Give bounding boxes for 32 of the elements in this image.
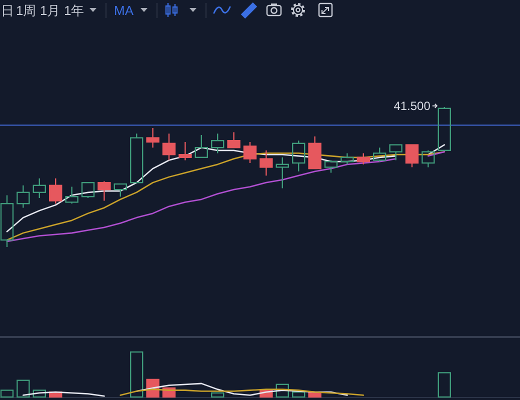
candlestick: [178, 141, 192, 161]
text: MA: [114, 3, 134, 18]
candlestick: [276, 156, 289, 189]
bar: [292, 391, 306, 398]
candlestick: [292, 140, 306, 172]
bar: [211, 392, 224, 398]
text: 1周: [16, 3, 36, 18]
candlestick: [162, 133, 176, 161]
annotation: 41.500: [394, 98, 431, 113]
candlestick: [16, 184, 30, 208]
text: 日: [1, 3, 14, 18]
candlestick: [0, 194, 14, 248]
candlestick: [227, 132, 240, 148]
bar: [130, 351, 144, 398]
text: 1年: [64, 3, 84, 18]
candlestick: [389, 144, 402, 161]
bar: [32, 390, 46, 398]
candlestick: [146, 127, 160, 148]
candlestick: [340, 152, 354, 165]
candlestick: [260, 150, 273, 176]
bar: [276, 384, 289, 398]
candlestick: [98, 180, 111, 202]
candlestick: [211, 133, 224, 154]
text: 1月: [40, 3, 60, 18]
candlestick: [32, 178, 46, 199]
bar: [0, 390, 14, 398]
bar: [16, 380, 30, 398]
candlestick: [65, 186, 78, 204]
candlestick: [194, 134, 208, 158]
bar: [438, 372, 451, 398]
candlestick: [49, 178, 62, 204]
candlestick: [308, 136, 322, 170]
